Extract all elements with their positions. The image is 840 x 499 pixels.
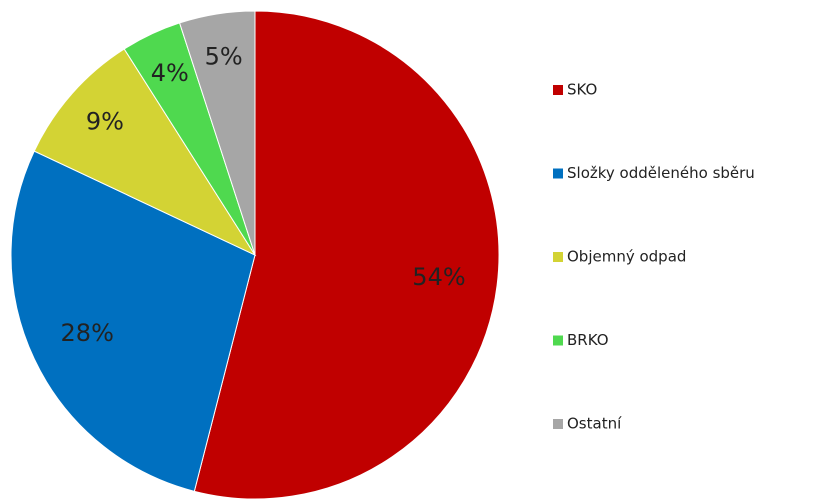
data-label: 5% [205,42,243,70]
legend-swatch [553,168,563,179]
legend-swatch [553,252,563,262]
legend-label: Složky odděleného sběru [567,164,755,182]
legend-label: BRKO [567,331,609,349]
pie-slice [178,10,256,256]
data-label: 54% [412,263,465,291]
legend-label: Ostatní [567,415,622,433]
pie-slice [193,10,500,499]
legend-swatch [553,85,563,95]
legend-label: Objemný odpad [567,248,686,266]
data-label: 9% [86,108,124,136]
legend-swatch [553,419,563,429]
legend-swatch [553,335,563,346]
data-label: 4% [151,59,189,87]
pie-slice [10,150,256,492]
legend-label: SKO [567,81,597,99]
data-label: 28% [61,319,114,347]
pie-slice [33,48,257,257]
